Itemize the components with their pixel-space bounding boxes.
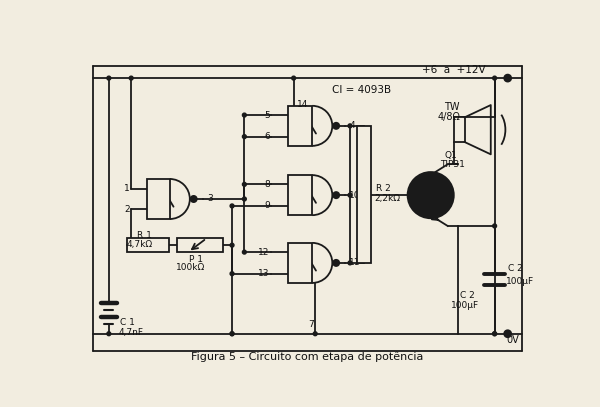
Circle shape (292, 76, 296, 80)
Text: TW: TW (445, 102, 460, 112)
Circle shape (493, 332, 497, 336)
Circle shape (333, 192, 339, 198)
Text: C 1: C 1 (121, 318, 135, 327)
Text: Figura 5 – Circuito com etapa de potência: Figura 5 – Circuito com etapa de potênci… (191, 352, 424, 362)
Circle shape (333, 260, 339, 266)
Circle shape (348, 193, 352, 197)
Text: 10: 10 (349, 190, 361, 200)
Text: 9: 9 (264, 201, 270, 210)
Text: 5: 5 (264, 111, 270, 120)
Text: 4,7nF: 4,7nF (118, 328, 143, 337)
Circle shape (348, 124, 352, 128)
Text: 2: 2 (124, 204, 130, 214)
Text: CI = 4093B: CI = 4093B (332, 85, 391, 95)
Circle shape (191, 196, 197, 202)
Text: R 2: R 2 (376, 184, 391, 193)
Bar (288, 106, 312, 146)
Circle shape (493, 76, 497, 80)
Text: C 2: C 2 (460, 291, 475, 300)
Text: 8: 8 (264, 180, 270, 189)
Circle shape (504, 330, 511, 337)
Text: TIP31: TIP31 (440, 160, 465, 169)
Text: 100μF: 100μF (506, 277, 534, 286)
Bar (454, 117, 464, 142)
Text: P 1: P 1 (189, 254, 203, 264)
Bar (176, 238, 223, 252)
Circle shape (230, 243, 234, 247)
Circle shape (230, 204, 234, 208)
Circle shape (504, 74, 511, 81)
Text: +6  a  +12V: +6 a +12V (422, 66, 485, 75)
Text: 11: 11 (349, 258, 361, 267)
Bar (288, 243, 312, 283)
Circle shape (129, 76, 133, 80)
Text: 14: 14 (297, 100, 308, 109)
Bar (127, 238, 169, 252)
Circle shape (242, 135, 246, 138)
Circle shape (230, 332, 234, 336)
Circle shape (230, 332, 234, 336)
Circle shape (313, 332, 317, 336)
Bar (288, 175, 312, 215)
Circle shape (348, 261, 352, 265)
Circle shape (242, 182, 246, 186)
Circle shape (242, 197, 246, 201)
Text: C 2: C 2 (508, 264, 523, 273)
Text: 13: 13 (258, 269, 270, 278)
Circle shape (333, 123, 339, 129)
Text: 3: 3 (208, 195, 213, 204)
Text: 2,2kΩ: 2,2kΩ (374, 195, 400, 204)
Circle shape (107, 332, 111, 336)
Circle shape (107, 76, 111, 80)
Text: 4,7kΩ: 4,7kΩ (127, 240, 153, 249)
Text: 7: 7 (308, 320, 314, 329)
Bar (146, 179, 170, 219)
Text: 4: 4 (349, 121, 355, 130)
Circle shape (242, 113, 246, 117)
Circle shape (230, 272, 234, 276)
Text: 6: 6 (264, 132, 270, 141)
Circle shape (242, 250, 246, 254)
Bar (357, 126, 371, 263)
Circle shape (407, 172, 454, 218)
Circle shape (493, 332, 497, 336)
Text: 12: 12 (259, 247, 270, 257)
Text: 100μF: 100μF (451, 301, 479, 310)
Text: Q1: Q1 (445, 151, 457, 160)
Circle shape (493, 224, 497, 228)
Text: 100kΩ: 100kΩ (176, 263, 205, 272)
Text: 1: 1 (124, 184, 130, 193)
Text: 0V: 0V (506, 335, 519, 345)
Text: R 1: R 1 (137, 231, 152, 240)
Text: 4/8Ω: 4/8Ω (438, 112, 461, 122)
